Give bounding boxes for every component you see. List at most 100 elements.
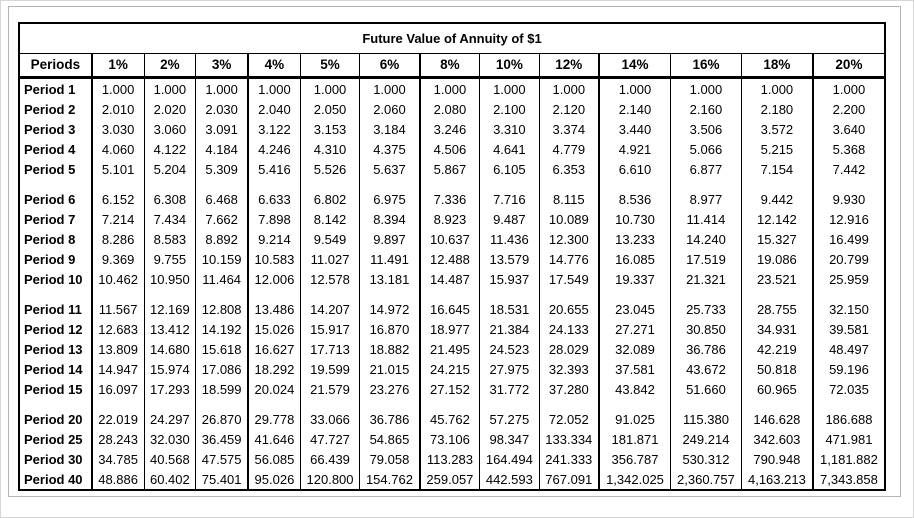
value-cell: 29.778 [247, 409, 301, 429]
value-cell: 37.280 [538, 379, 600, 399]
value-cell: 1,181.882 [811, 449, 885, 469]
column-header-rate: 20% [811, 53, 885, 79]
row-label: Period 1 [24, 81, 76, 97]
value-cell: 24.523 [479, 339, 540, 359]
table-row: Period 8 8.286 8.583 8.892 9.214 9.549 9.897 10… [19, 229, 885, 249]
table-row: Period 12 12.683 13.412 14.192 15.026 15.917 1… [19, 319, 885, 339]
column-header-rate: 3% [195, 53, 249, 79]
value-cell: 21.384 [479, 319, 540, 339]
value-cell: 54.865 [359, 429, 420, 449]
value-cell: 241.333 [538, 449, 600, 469]
value-cell: 4.310 [299, 139, 360, 159]
value-cell: 11.436 [479, 229, 540, 249]
value-cell: 3.030 [90, 119, 144, 139]
value-cell: 4.184 [195, 139, 249, 159]
value-cell: 43.672 [669, 359, 742, 379]
value-cell: 9.369 [90, 249, 144, 269]
value-cell: 1.000 [247, 77, 301, 99]
value-cell: 47.727 [299, 429, 360, 449]
value-cell: 10.583 [247, 249, 301, 269]
value-cell: 3.091 [195, 119, 249, 139]
value-cell: 20.799 [811, 249, 885, 269]
value-cell: 1.000 [538, 77, 600, 99]
value-cell: 12.683 [90, 319, 144, 339]
value-cell: 2.140 [598, 99, 671, 119]
group-spacer-row [19, 179, 885, 189]
value-cell: 186.688 [811, 409, 885, 429]
spacer-cell [669, 399, 742, 409]
spacer-cell [90, 289, 144, 299]
column-header-rate: 2% [143, 53, 196, 79]
value-cell: 8.892 [195, 229, 249, 249]
value-cell: 36.786 [669, 339, 742, 359]
value-cell: 15.974 [143, 359, 196, 379]
value-cell: 12.300 [538, 229, 600, 249]
value-cell: 2.180 [740, 99, 813, 119]
value-cell: 13.809 [90, 339, 144, 359]
row-label: Period 14 [24, 361, 83, 377]
value-cell: 91.025 [598, 409, 671, 429]
value-cell: 146.628 [740, 409, 813, 429]
value-cell: 1.000 [195, 77, 249, 99]
value-cell: 5.637 [359, 159, 420, 179]
value-cell: 8.977 [669, 189, 742, 209]
page-title: Future Value of Annuity of $1 [19, 23, 885, 54]
value-cell: 14.947 [90, 359, 144, 379]
spacer-cell [598, 399, 671, 409]
value-cell: 13.579 [479, 249, 540, 269]
value-cell: 6.877 [669, 159, 742, 179]
value-cell: 5.215 [740, 139, 813, 159]
table-row: Period 1 1.000 1.000 1.000 1.000 1.000 1.000 1.… [19, 77, 885, 99]
value-cell: 9.930 [811, 189, 885, 209]
value-cell: 1.000 [359, 77, 420, 99]
row-label: Period 25 [24, 431, 83, 447]
value-cell: 9.442 [740, 189, 813, 209]
value-cell: 42.219 [740, 339, 813, 359]
value-cell: 36.459 [195, 429, 249, 449]
row-label: Period 12 [24, 321, 83, 337]
table-row: Period 40 48.886 60.402 75.401 95.026 120.800… [19, 469, 885, 490]
value-cell: 12.808 [195, 299, 249, 319]
value-cell: 7.662 [195, 209, 249, 229]
value-cell: 164.494 [479, 449, 540, 469]
value-cell: 28.029 [538, 339, 600, 359]
value-cell: 2.030 [195, 99, 249, 119]
spacer-cell [299, 399, 360, 409]
value-cell: 17.086 [195, 359, 249, 379]
row-label: Period 7 [24, 211, 76, 227]
value-cell: 22.019 [90, 409, 144, 429]
spacer-cell [299, 179, 360, 189]
value-cell: 1.000 [811, 77, 885, 99]
spacer-cell [538, 289, 600, 299]
table-row: Period 30 34.785 40.568 47.575 56.085 66.439 7… [19, 449, 885, 469]
value-cell: 15.618 [195, 339, 249, 359]
value-cell: 27.271 [598, 319, 671, 339]
value-cell: 7.154 [740, 159, 813, 179]
value-cell: 6.802 [299, 189, 360, 209]
value-cell: 72.052 [538, 409, 600, 429]
column-header-rate: 10% [479, 53, 540, 79]
value-cell: 10.159 [195, 249, 249, 269]
spacer-cell [299, 289, 360, 299]
value-cell: 530.312 [669, 449, 742, 469]
value-cell: 2.020 [143, 99, 196, 119]
value-cell: 5.867 [418, 159, 480, 179]
value-cell: 3.506 [669, 119, 742, 139]
value-cell: 15.917 [299, 319, 360, 339]
value-cell: 7.214 [90, 209, 144, 229]
value-cell: 7.442 [811, 159, 885, 179]
value-cell: 34.931 [740, 319, 813, 339]
spacer-cell [19, 179, 92, 189]
row-label: Period 4 [24, 141, 76, 157]
column-header-periods: Periods [18, 53, 92, 79]
value-cell: 4.246 [247, 139, 301, 159]
value-cell: 17.713 [299, 339, 360, 359]
row-label: Period 15 [24, 381, 83, 397]
spacer-cell [195, 399, 249, 409]
value-cell: 259.057 [418, 469, 480, 490]
value-cell: 24.215 [418, 359, 480, 379]
value-cell: 10.637 [418, 229, 480, 249]
value-cell: 16.085 [598, 249, 671, 269]
value-cell: 4.060 [90, 139, 144, 159]
table-row: Period 7 7.214 7.434 7.662 7.898 8.142 8.394 8.… [19, 209, 885, 229]
